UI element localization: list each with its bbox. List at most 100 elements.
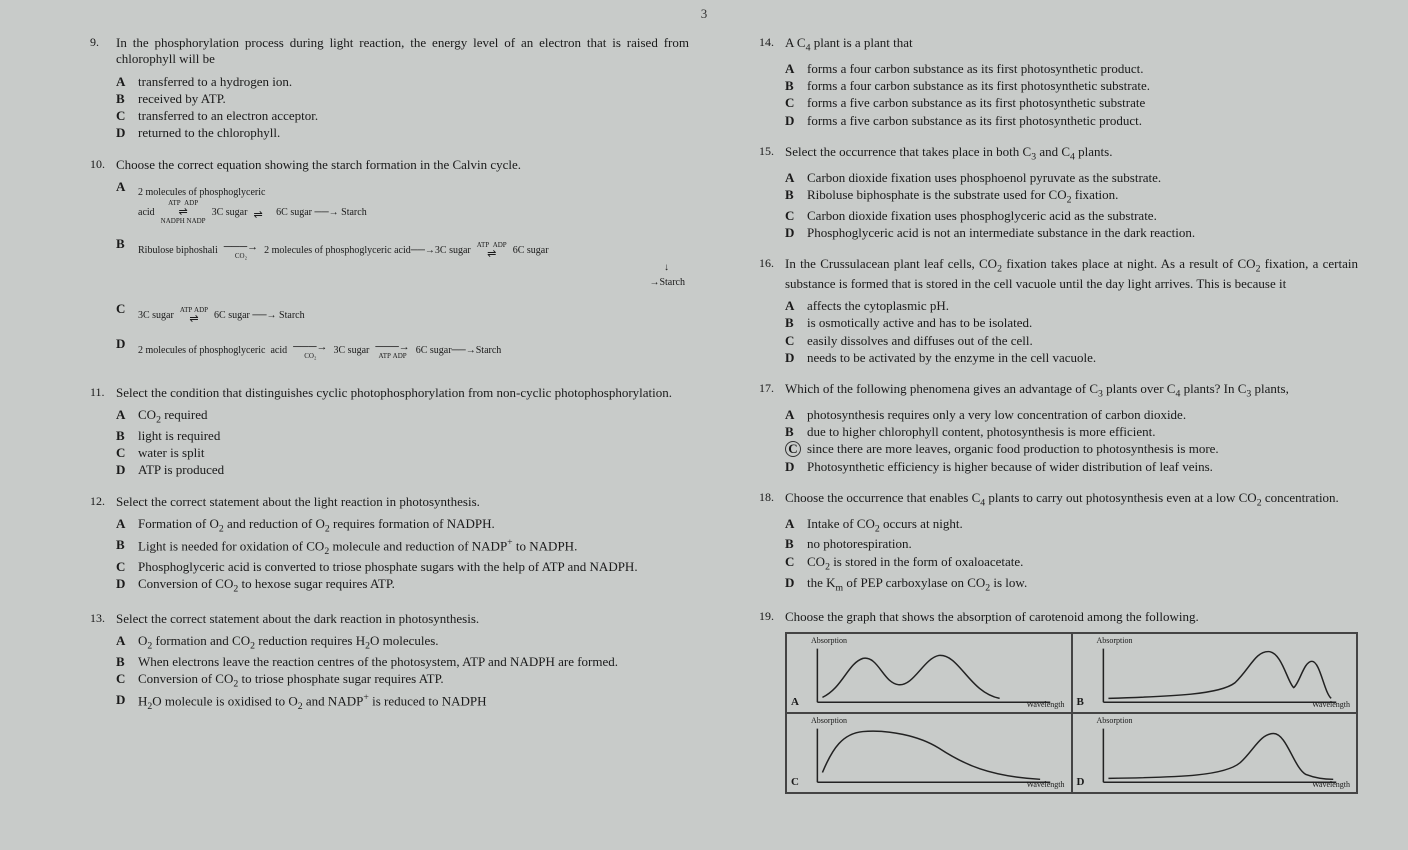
option-text: photosynthesis requires only a very low … <box>807 407 1358 423</box>
question-number: 9. <box>90 35 116 143</box>
option-text: forms a four carbon substance as its fir… <box>807 61 1358 77</box>
question-text: Choose the occurrence that enables C4 pl… <box>785 490 1358 510</box>
question-17: 17. Which of the following phenomena giv… <box>759 381 1358 476</box>
graph-b: Absorption B Wavelength <box>1072 633 1358 713</box>
question-number: 18. <box>759 490 785 595</box>
option-letter: D <box>785 350 807 366</box>
option-letter: B <box>116 236 138 300</box>
question-number: 13. <box>90 611 116 714</box>
graph-grid: Absorption A Wavelength Absorption B Wav… <box>785 632 1358 794</box>
question-text: A C4 plant is a plant that <box>785 35 1358 55</box>
option-text: no photorespiration. <box>807 536 1358 552</box>
option-letter: C <box>785 95 807 111</box>
page-number: 3 <box>701 6 708 22</box>
question-number: 11. <box>90 385 116 480</box>
question-text: Select the correct statement about the l… <box>116 494 689 510</box>
option-letter: D <box>785 575 807 595</box>
option-text: Intake of CO2 occurs at night. <box>807 516 1358 536</box>
option-letter: B <box>116 537 138 558</box>
equation-a: 2 molecules of phosphoglyceric acid ATP … <box>138 185 689 225</box>
option-text: is osmotically active and has to be isol… <box>807 315 1358 331</box>
equation-d: 2 molecules of phosphoglyceric acid ───→… <box>138 342 689 360</box>
option-text: transferred to an electron acceptor. <box>138 108 689 124</box>
left-column: 9. In the phosphorylation process during… <box>90 35 689 808</box>
option-letter: A <box>785 407 807 423</box>
question-number: 10. <box>90 157 116 371</box>
option-letter: A <box>116 633 138 653</box>
option-text: since there are more leaves, organic foo… <box>807 441 1358 457</box>
question-text: In the Crussulacean plant leaf cells, CO… <box>785 256 1358 292</box>
option-text: Light is needed for oxidation of CO2 mol… <box>138 537 689 558</box>
content-columns: 9. In the phosphorylation process during… <box>0 0 1408 818</box>
option-text: affects the cytoplasmic pH. <box>807 298 1358 314</box>
option-letter: C <box>785 208 807 224</box>
option-letter: A <box>116 407 138 427</box>
option-text: easily dissolves and diffuses out of the… <box>807 333 1358 349</box>
option-text: Conversion of CO2 to hexose sugar requir… <box>138 576 689 596</box>
option-text: needs to be activated by the enzyme in t… <box>807 350 1358 366</box>
option-text: light is required <box>138 428 689 444</box>
option-text: Phosphoglyceric acid is not an intermedi… <box>807 225 1358 241</box>
graph-label: A <box>791 696 799 710</box>
question-19: 19. Choose the graph that shows the abso… <box>759 609 1358 793</box>
option-letter: D <box>116 125 138 141</box>
option-letter: D <box>116 692 138 713</box>
option-text: Carbon dioxide fixation uses phosphoenol… <box>807 170 1358 186</box>
option-letter: A <box>116 516 138 536</box>
option-letter: D <box>785 113 807 129</box>
option-letter: B <box>116 91 138 107</box>
question-16: 16. In the Crussulacean plant leaf cells… <box>759 256 1358 367</box>
equation-c: 3C sugar ATP ADP⇌ 6C sugar ──→ Starch <box>138 307 689 325</box>
option-letter: C <box>116 108 138 124</box>
question-9: 9. In the phosphorylation process during… <box>90 35 689 143</box>
option-letter: C <box>785 554 807 574</box>
x-axis-label: Wavelength <box>1026 700 1064 710</box>
graph-label: D <box>1077 776 1085 790</box>
option-letter: B <box>785 315 807 331</box>
option-text: Carbon dioxide fixation uses phosphoglyc… <box>807 208 1358 224</box>
question-text: In the phosphorylation process during li… <box>116 35 689 68</box>
option-letter: D <box>116 462 138 478</box>
question-text: Choose the graph that shows the absorpti… <box>785 609 1358 625</box>
graph-curve <box>817 648 1050 702</box>
option-letter: A <box>116 179 138 235</box>
option-letter: C <box>785 333 807 349</box>
question-number: 19. <box>759 609 785 793</box>
graph-c: Absorption C Wavelength <box>786 713 1072 793</box>
option-letter: C <box>116 445 138 461</box>
question-14: 14. A C4 plant is a plant that Aforms a … <box>759 35 1358 130</box>
option-text: transferred to a hydrogen ion. <box>138 74 689 90</box>
option-text: Photosynthetic efficiency is higher beca… <box>807 459 1358 475</box>
option-text: Conversion of CO2 to triose phosphate su… <box>138 671 689 691</box>
question-number: 17. <box>759 381 785 476</box>
question-number: 14. <box>759 35 785 130</box>
graph-label: C <box>791 776 799 790</box>
question-10: 10. Choose the correct equation showing … <box>90 157 689 371</box>
question-text: Select the correct statement about the d… <box>116 611 689 627</box>
option-letter-circled: C <box>785 441 807 457</box>
equation-b: Ribulose biphoshali ───→CO₂ 2 molecules … <box>138 242 689 290</box>
graph-d: Absorption D Wavelength <box>1072 713 1358 793</box>
option-text: forms a four carbon substance as its fir… <box>807 78 1358 94</box>
x-axis-label: Wavelength <box>1026 780 1064 790</box>
question-text: Choose the correct equation showing the … <box>116 157 689 173</box>
option-text: due to higher chlorophyll content, photo… <box>807 424 1358 440</box>
option-letter: C <box>116 559 138 575</box>
question-number: 16. <box>759 256 785 367</box>
option-text: forms a five carbon substance as its fir… <box>807 113 1358 129</box>
option-letter: C <box>116 671 138 691</box>
graph-curve <box>1103 648 1336 702</box>
question-number: 12. <box>90 494 116 597</box>
option-text: Formation of O2 and reduction of O2 requ… <box>138 516 689 536</box>
option-text: H2O molecule is oxidised to O2 and NADP+… <box>138 692 689 713</box>
option-letter: A <box>785 298 807 314</box>
option-letter: B <box>785 536 807 552</box>
question-text: Select the occurrence that takes place i… <box>785 144 1358 164</box>
option-letter: D <box>116 336 138 370</box>
x-axis-label: Wavelength <box>1312 780 1350 790</box>
option-text: O2 formation and CO2 reduction requires … <box>138 633 689 653</box>
option-letter: D <box>785 225 807 241</box>
right-column: 14. A C4 plant is a plant that Aforms a … <box>759 35 1358 808</box>
option-letter: D <box>116 576 138 596</box>
graph-label: B <box>1077 696 1084 710</box>
